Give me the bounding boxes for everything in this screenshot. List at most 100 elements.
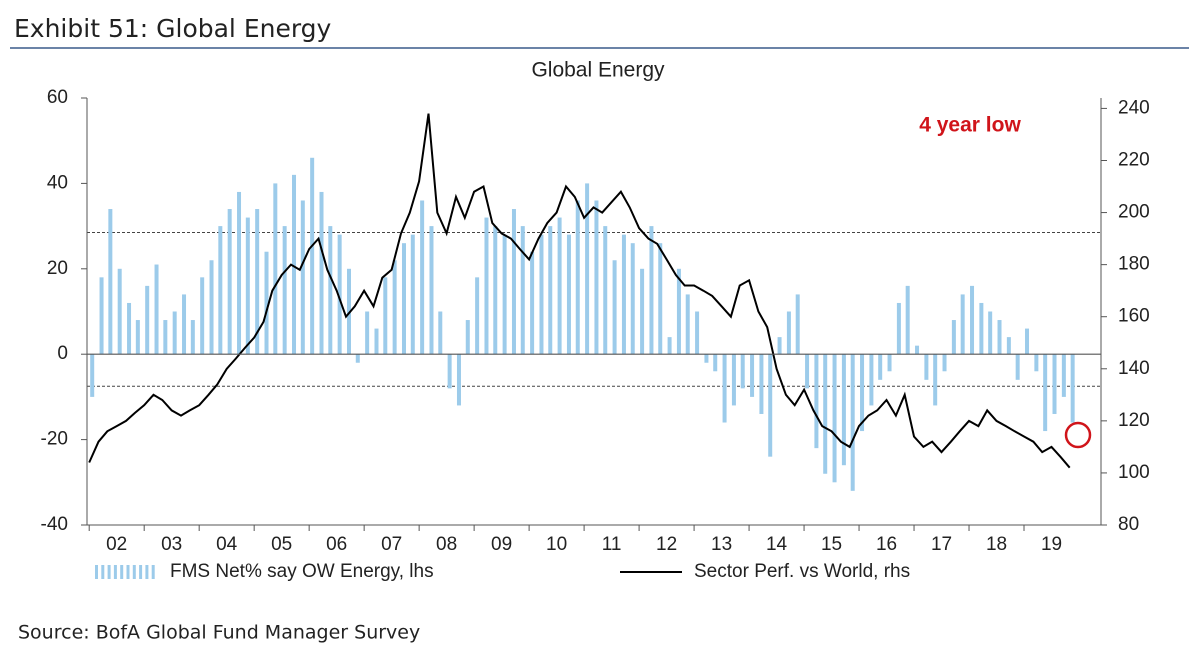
bar [401, 243, 406, 355]
legend-label: Sector Perf. vs World, rhs [694, 561, 910, 582]
legend-swatch [113, 565, 117, 579]
bar [145, 285, 150, 355]
bar [429, 226, 434, 355]
bar [502, 234, 507, 355]
chart-title: Global Energy [531, 59, 665, 82]
bar [465, 320, 470, 355]
bar [337, 234, 342, 355]
bar [1015, 354, 1020, 380]
bar [713, 354, 718, 372]
bar [566, 234, 571, 355]
x-tick-label: 14 [766, 534, 788, 555]
y-tick-label: 20 [47, 258, 68, 279]
bar [172, 311, 177, 355]
y-tick-label: -20 [41, 429, 68, 450]
bar [594, 200, 599, 355]
bar [1070, 354, 1075, 423]
bar [154, 264, 159, 355]
y2-tick-label: 200 [1118, 202, 1150, 223]
bar [750, 354, 755, 397]
legend-swatch [151, 565, 155, 579]
bar [209, 260, 214, 355]
legend-swatch [132, 565, 136, 579]
bar [805, 354, 810, 389]
bar [850, 354, 855, 491]
bar [108, 209, 113, 355]
bar [685, 294, 690, 355]
bar [960, 294, 965, 355]
bar [163, 320, 168, 355]
bar [740, 354, 745, 389]
bar [951, 320, 956, 355]
bar [585, 183, 590, 355]
bar [346, 268, 351, 355]
legend-label: FMS Net% say OW Energy, lhs [170, 561, 434, 582]
x-tick-label: 03 [161, 534, 182, 555]
x-tick-label: 18 [986, 534, 1007, 555]
x-tick-label: 08 [436, 534, 457, 555]
bar [548, 226, 553, 355]
bar [511, 209, 516, 355]
x-tick-label: 04 [216, 534, 238, 555]
x-tick-label: 09 [491, 534, 512, 555]
plot: -40-200204060801001201401601802002202400… [41, 87, 1150, 582]
legend-swatch [101, 565, 105, 579]
bar [979, 302, 984, 355]
bar [365, 311, 370, 355]
bar [383, 277, 388, 355]
bar [127, 302, 132, 355]
bar [99, 277, 104, 355]
bar [1061, 354, 1066, 397]
x-tick-label: 11 [602, 534, 622, 555]
bar [814, 354, 819, 449]
bar [823, 354, 828, 474]
bar [117, 268, 122, 355]
bar [1034, 354, 1039, 372]
bar [135, 320, 140, 355]
bar [722, 354, 727, 423]
bar [612, 260, 617, 355]
bar [997, 320, 1002, 355]
legend-swatch [145, 565, 149, 579]
bar [227, 209, 232, 355]
bar [942, 354, 947, 372]
x-tick-label: 15 [821, 534, 842, 555]
bar [292, 174, 297, 355]
bar [841, 354, 846, 466]
legend-swatch [95, 565, 98, 579]
bar [264, 251, 269, 355]
bar [924, 354, 929, 380]
legend-swatch [120, 565, 124, 579]
bar [667, 337, 672, 355]
bar [704, 354, 709, 363]
y2-tick-label: 160 [1118, 306, 1150, 327]
bar [420, 200, 425, 355]
bar [245, 217, 250, 355]
bar [484, 217, 489, 355]
bar [520, 226, 525, 355]
bar [768, 354, 773, 457]
x-tick-label: 06 [326, 534, 347, 555]
bar [869, 354, 874, 406]
bar [255, 209, 260, 355]
x-tick-label: 05 [271, 534, 292, 555]
x-tick-label: 17 [931, 534, 952, 555]
bar [575, 200, 580, 355]
highlight-circle [1064, 421, 1092, 449]
bar [887, 354, 892, 372]
bar [182, 294, 187, 355]
bar [860, 354, 865, 432]
bar [759, 354, 764, 414]
bar [410, 234, 415, 355]
bar [392, 260, 397, 355]
annotation: 4 year low [919, 114, 1021, 137]
bar [456, 354, 461, 406]
bar [970, 285, 975, 355]
y2-tick-label: 180 [1118, 254, 1150, 275]
legend-swatch [107, 565, 111, 579]
bar [832, 354, 837, 483]
bar [273, 183, 278, 355]
bar [218, 226, 223, 355]
y2-tick-label: 100 [1118, 462, 1150, 483]
